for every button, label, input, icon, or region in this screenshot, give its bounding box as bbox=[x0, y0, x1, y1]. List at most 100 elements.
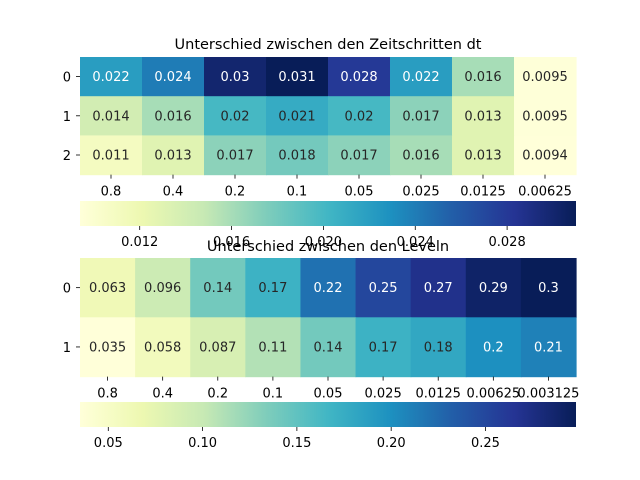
timesteps-cell-label-r0-c1: 0.024 bbox=[154, 70, 191, 85]
levels-cell-label-r0-c4: 0.22 bbox=[314, 281, 343, 296]
timesteps-cell-r2-c4 bbox=[328, 135, 391, 176]
levels-cell-r0-c2 bbox=[190, 258, 246, 318]
levels-cell-r0-c8 bbox=[520, 258, 577, 318]
timesteps-cell-label-r1-c7: 0.0095 bbox=[522, 109, 568, 124]
timesteps-cell-label-r1-c6: 0.013 bbox=[464, 109, 501, 124]
timesteps-title: Unterschied zwischen den Zeitschritten d… bbox=[175, 37, 482, 53]
timesteps-xtick-label-0: 0.8 bbox=[101, 185, 122, 200]
levels-cell-label-r0-c0: 0.063 bbox=[89, 281, 126, 296]
timesteps-cell-r0-c6 bbox=[452, 57, 515, 97]
timesteps-cell-label-r1-c5: 0.017 bbox=[402, 109, 439, 124]
levels-cell-r0-c7 bbox=[465, 258, 522, 318]
timesteps-cell-r2-c1 bbox=[142, 135, 205, 176]
timesteps-cell-label-r1-c3: 0.021 bbox=[278, 109, 315, 124]
levels-cell-r0-c5 bbox=[355, 258, 412, 318]
timesteps-ytick-label-1: 1 bbox=[63, 110, 71, 125]
levels-xtick-label-2: 0.2 bbox=[207, 387, 228, 402]
levels-cell-label-r0-c6: 0.27 bbox=[424, 281, 453, 296]
levels-cell-label-r0-c5: 0.25 bbox=[369, 281, 398, 296]
levels-cell-label-r0-c2: 0.14 bbox=[203, 281, 232, 296]
timesteps-cell-r0-c2 bbox=[204, 57, 267, 97]
levels-cell-r1-c8 bbox=[520, 317, 577, 378]
timesteps-cell-r1-c7 bbox=[514, 96, 577, 136]
timesteps-cell-label-r0-c5: 0.022 bbox=[402, 70, 439, 85]
levels-cell-r1-c2 bbox=[190, 317, 246, 378]
timesteps-cell-r2-c5 bbox=[390, 135, 453, 176]
levels-xtick-label-0: 0.8 bbox=[97, 387, 118, 402]
timesteps-xtick-label-6: 0.0125 bbox=[460, 185, 506, 200]
timesteps-colorbar-tick-label-2: 0.020 bbox=[305, 235, 342, 250]
timesteps-xtick-label-5: 0.025 bbox=[402, 185, 439, 200]
timesteps-cell-label-r0-c6: 0.016 bbox=[464, 70, 501, 85]
timesteps-cell-r0-c5 bbox=[390, 57, 453, 97]
timesteps-cell-r2-c3 bbox=[266, 135, 329, 176]
levels-xtick-label-3: 0.1 bbox=[263, 387, 284, 402]
levels-cell-r1-c5 bbox=[355, 317, 412, 378]
timesteps-ytick-label-0: 0 bbox=[63, 71, 71, 86]
timesteps-xtick-label-3: 0.1 bbox=[287, 185, 308, 200]
timesteps-xtick-label-1: 0.4 bbox=[163, 185, 184, 200]
levels-cell-r0-c3 bbox=[245, 258, 302, 318]
levels-xtick-label-8: 0.003125 bbox=[517, 387, 579, 402]
timesteps-cell-r0-c3 bbox=[266, 57, 329, 97]
timesteps-cell-label-r1-c2: 0.02 bbox=[221, 109, 250, 124]
levels-cell-r0-c1 bbox=[135, 258, 191, 318]
levels-cell-label-r0-c1: 0.096 bbox=[144, 281, 181, 296]
levels-cell-r1-c1 bbox=[135, 317, 191, 378]
levels-cell-r1-c0 bbox=[80, 317, 136, 378]
timesteps-cell-label-r1-c1: 0.016 bbox=[154, 109, 191, 124]
timesteps-cell-label-r1-c4: 0.02 bbox=[345, 109, 374, 124]
timesteps-cell-label-r2-c1: 0.013 bbox=[154, 149, 191, 164]
timesteps-cell-label-r0-c3: 0.031 bbox=[278, 70, 315, 85]
levels-cell-label-r1-c3: 0.11 bbox=[258, 340, 287, 355]
heatmap-timesteps: Unterschied zwischen den Zeitschritten d… bbox=[63, 37, 577, 250]
timesteps-xtick-label-2: 0.2 bbox=[225, 185, 246, 200]
timesteps-cell-label-r2-c5: 0.016 bbox=[402, 149, 439, 164]
levels-colorbar-tick-label-3: 0.20 bbox=[377, 436, 406, 451]
timesteps-cell-r1-c2 bbox=[204, 96, 267, 136]
levels-cell-r0-c0 bbox=[80, 258, 136, 318]
levels-cell-label-r0-c8: 0.3 bbox=[538, 281, 559, 296]
levels-xtick-label-6: 0.0125 bbox=[415, 387, 461, 402]
levels-cell-label-r1-c5: 0.17 bbox=[369, 340, 398, 355]
levels-colorbar-tick-label-0: 0.05 bbox=[94, 436, 123, 451]
levels-ytick-label-1: 1 bbox=[63, 341, 71, 356]
timesteps-cell-r1-c1 bbox=[142, 96, 205, 136]
timesteps-cell-r0-c4 bbox=[328, 57, 391, 97]
timesteps-xtick-label-7: 0.00625 bbox=[518, 185, 572, 200]
timesteps-cell-label-r0-c0: 0.022 bbox=[92, 70, 129, 85]
levels-cell-label-r1-c0: 0.035 bbox=[89, 340, 126, 355]
levels-cell-label-r1-c4: 0.14 bbox=[314, 340, 343, 355]
levels-cell-label-r0-c7: 0.29 bbox=[479, 281, 508, 296]
timesteps-cell-r0-c7 bbox=[514, 57, 577, 97]
levels-colorbar-tick-label-2: 0.15 bbox=[282, 436, 311, 451]
timesteps-colorbar-tick-label-3: 0.024 bbox=[397, 235, 434, 250]
timesteps-cell-r1-c6 bbox=[452, 96, 515, 136]
timesteps-cell-label-r2-c0: 0.011 bbox=[92, 149, 129, 164]
levels-xtick-label-1: 0.4 bbox=[152, 387, 173, 402]
levels-xtick-label-5: 0.025 bbox=[365, 387, 402, 402]
timesteps-cell-r2-c6 bbox=[452, 135, 515, 176]
levels-cell-label-r0-c3: 0.17 bbox=[258, 281, 287, 296]
levels-ytick-label-0: 0 bbox=[63, 282, 71, 297]
timesteps-colorbar bbox=[80, 201, 576, 226]
timesteps-colorbar-tick-label-1: 0.016 bbox=[213, 235, 250, 250]
timesteps-cell-label-r2-c3: 0.018 bbox=[278, 149, 315, 164]
levels-cell-label-r1-c8: 0.21 bbox=[534, 340, 563, 355]
levels-cell-label-r1-c1: 0.058 bbox=[144, 340, 181, 355]
timesteps-colorbar-tick-label-0: 0.012 bbox=[121, 235, 158, 250]
timesteps-cell-r1-c5 bbox=[390, 96, 453, 136]
timesteps-cell-r0-c1 bbox=[142, 57, 205, 97]
levels-title: Unterschied zwischen den Leveln bbox=[207, 239, 449, 255]
timesteps-cell-label-r0-c7: 0.0095 bbox=[522, 70, 568, 85]
levels-colorbar-tick-label-4: 0.25 bbox=[471, 436, 500, 451]
levels-cell-r0-c6 bbox=[410, 258, 467, 318]
levels-cell-r0-c4 bbox=[300, 258, 357, 318]
levels-cell-label-r1-c6: 0.18 bbox=[424, 340, 453, 355]
timesteps-cell-label-r2-c7: 0.0094 bbox=[522, 149, 568, 164]
levels-cell-label-r1-c2: 0.087 bbox=[199, 340, 236, 355]
timesteps-cell-r0-c0 bbox=[80, 57, 143, 97]
timesteps-cell-r2-c0 bbox=[80, 135, 143, 176]
timesteps-ytick-label-2: 2 bbox=[63, 149, 71, 164]
